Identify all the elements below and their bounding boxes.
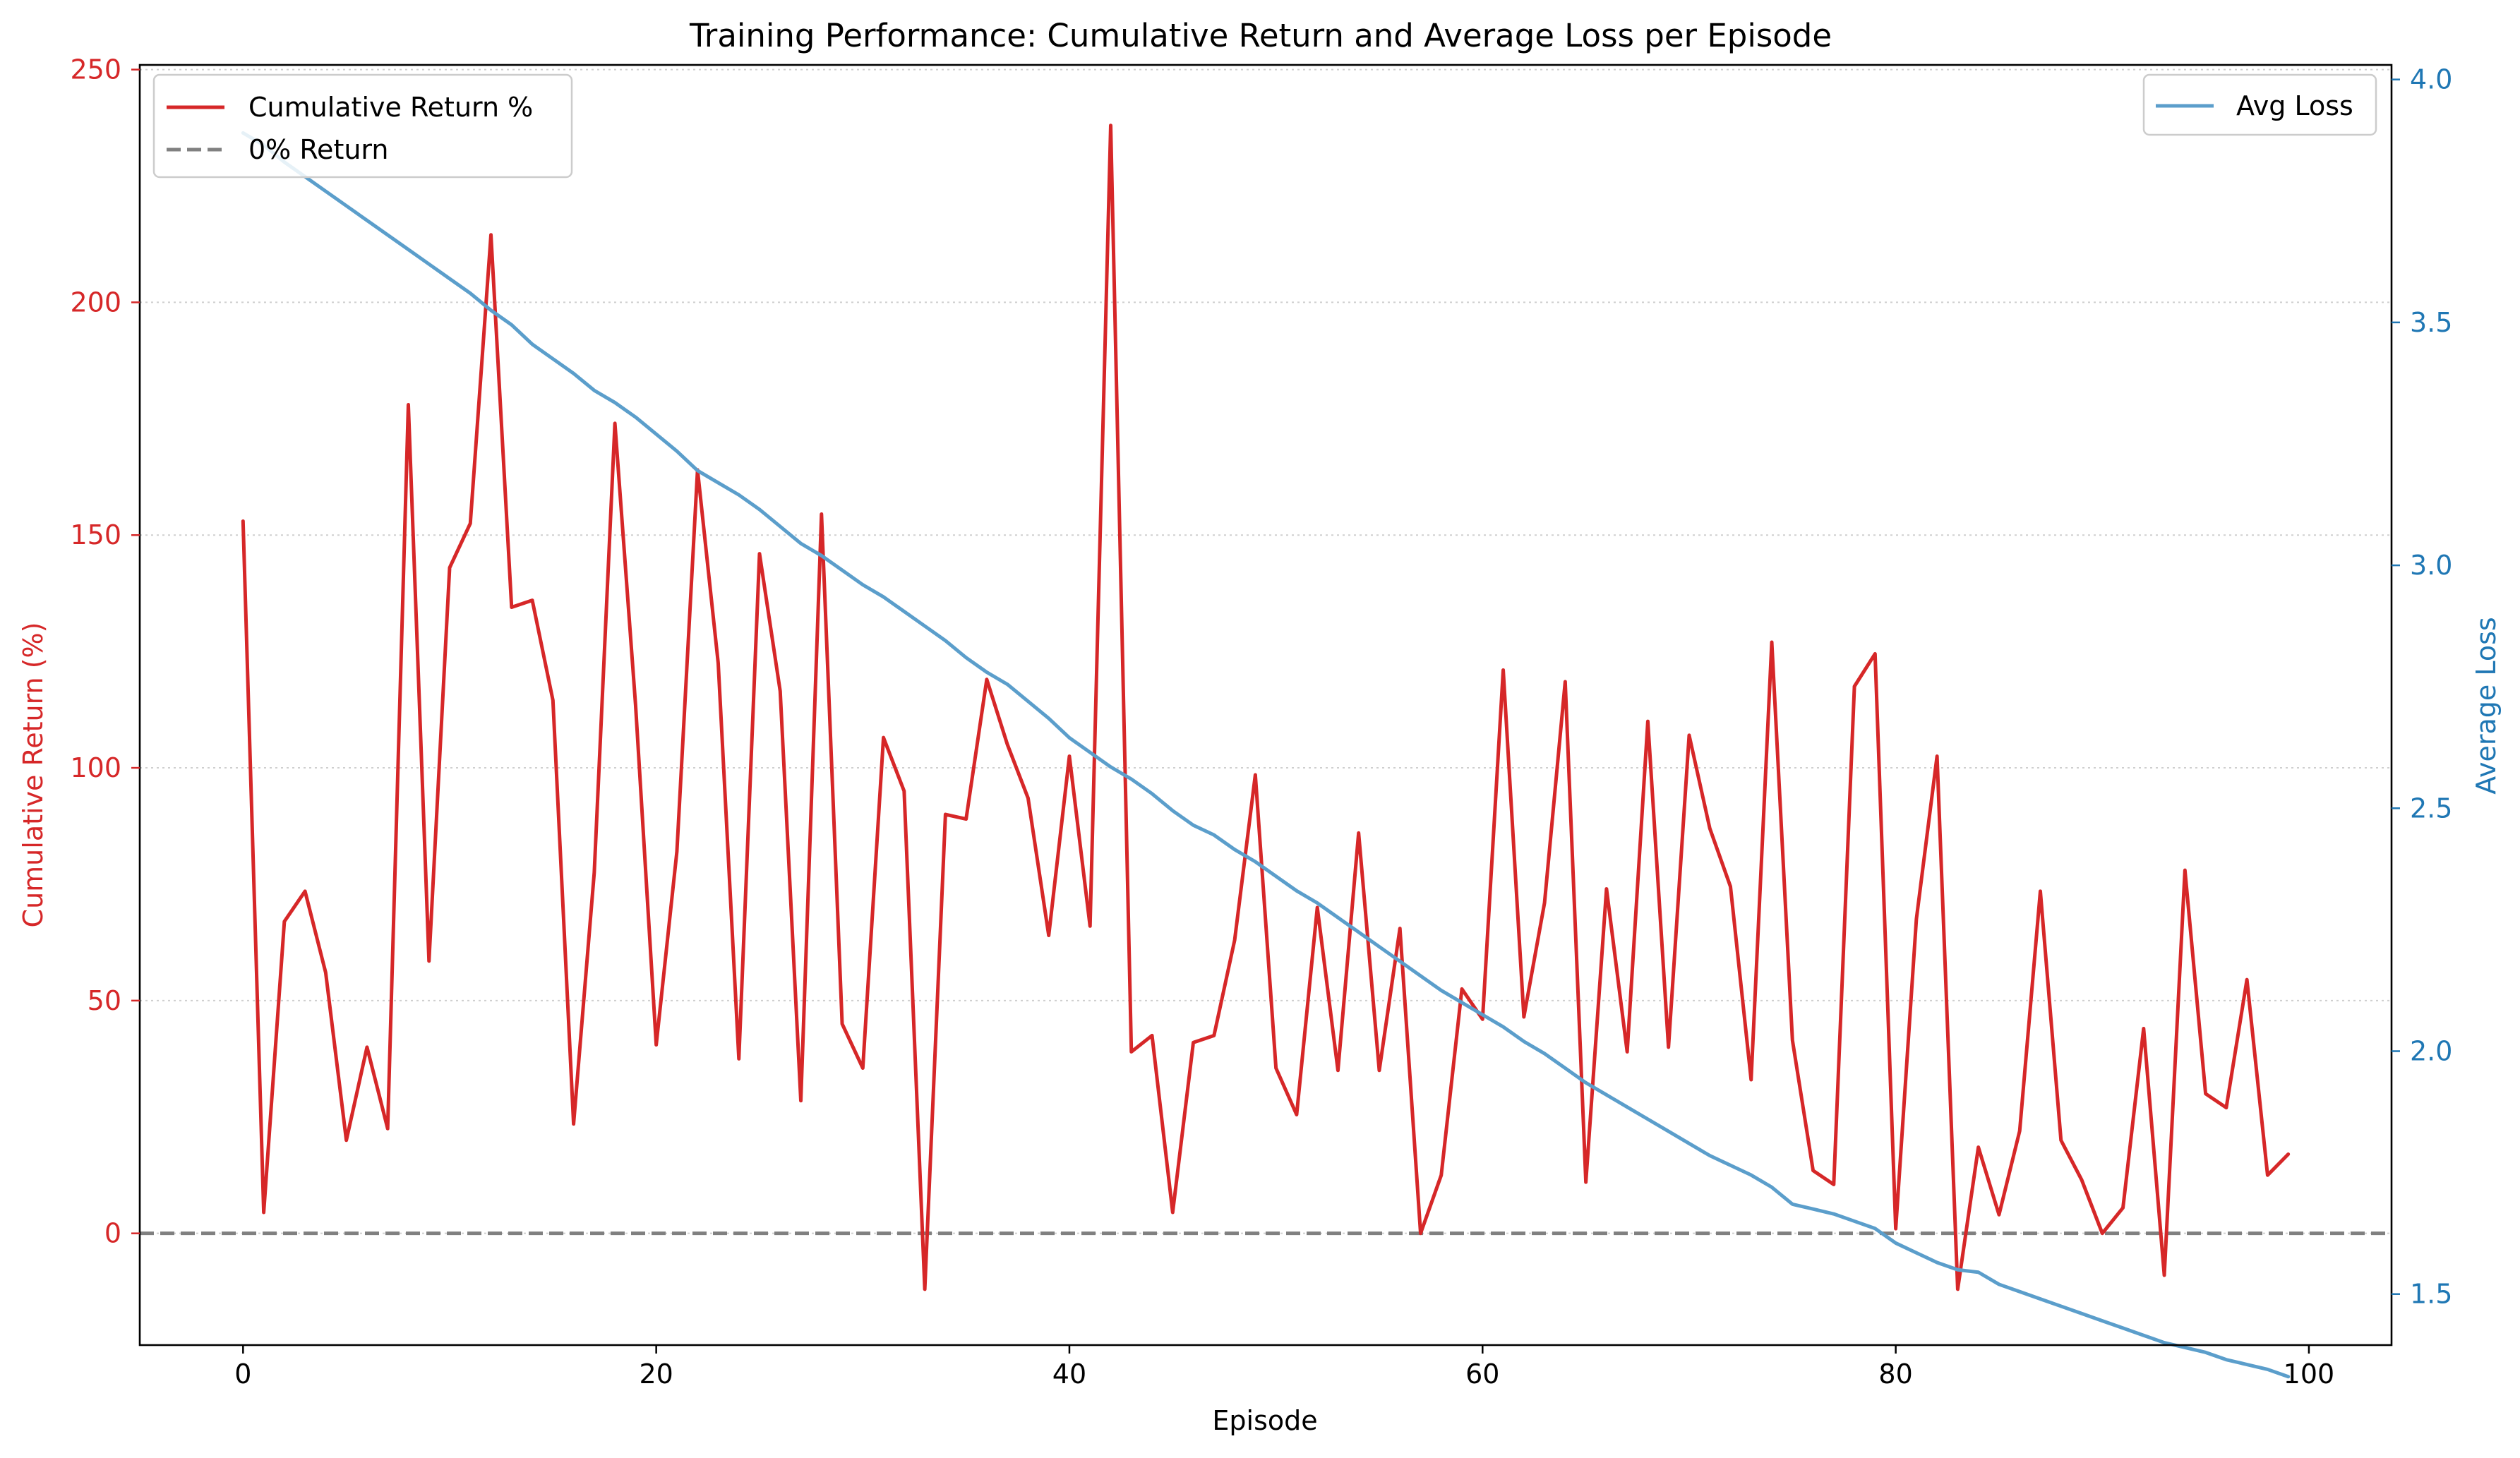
- right-tick-label: 1.5: [2410, 1279, 2452, 1310]
- right-tick-label: 4.0: [2410, 64, 2452, 95]
- x-tick-label: 20: [639, 1358, 673, 1390]
- legend-left: Cumulative Return % 0% Return: [152, 73, 573, 179]
- x-axis-ticks: 0 20 40 60 80 100: [234, 1345, 2334, 1390]
- legend-zero-label: 0% Return: [248, 134, 388, 165]
- legend-return-label: Cumulative Return %: [248, 92, 533, 123]
- left-tick-label: 100: [70, 752, 121, 783]
- right-tick-label: 3.5: [2410, 307, 2452, 338]
- left-tick-label: 50: [88, 985, 121, 1016]
- left-tick-label: 150: [70, 519, 121, 550]
- x-axis-label: Episode: [1212, 1405, 1317, 1436]
- right-axis-label: Average Loss: [2471, 617, 2502, 794]
- x-tick-label: 40: [1052, 1358, 1086, 1390]
- left-tick-label: 250: [70, 54, 121, 85]
- left-axis-label: Cumulative Return (%): [18, 622, 49, 928]
- x-tick-label: 100: [2284, 1358, 2335, 1390]
- cumulative-return-line: [241, 123, 2291, 1291]
- x-tick-label: 80: [1878, 1358, 1912, 1390]
- right-axis-ticks: 1.5 2.0 2.5 3.0 3.5 4.0: [2392, 64, 2452, 1310]
- legend-loss-label: Avg Loss: [2236, 90, 2353, 121]
- left-tick-label: 200: [70, 287, 121, 318]
- legend-left-box: [152, 73, 573, 179]
- legend-right: Avg Loss: [2142, 73, 2377, 136]
- left-tick-label: 0: [104, 1218, 121, 1249]
- right-tick-label: 2.5: [2410, 793, 2452, 824]
- plot-frame: [138, 64, 2393, 1346]
- series-lines: [241, 123, 2291, 1379]
- x-tick-label: 0: [234, 1358, 251, 1390]
- left-axis-ticks: 0 50 100 150 200 250: [70, 54, 140, 1249]
- x-tick-label: 60: [1465, 1358, 1499, 1390]
- avg-loss-line: [241, 131, 2291, 1379]
- chart-title: Training Performance: Cumulative Return …: [689, 17, 1832, 54]
- right-tick-label: 3.0: [2410, 550, 2452, 581]
- right-tick-label: 2.0: [2410, 1036, 2452, 1067]
- legend-right-box: [2142, 73, 2377, 136]
